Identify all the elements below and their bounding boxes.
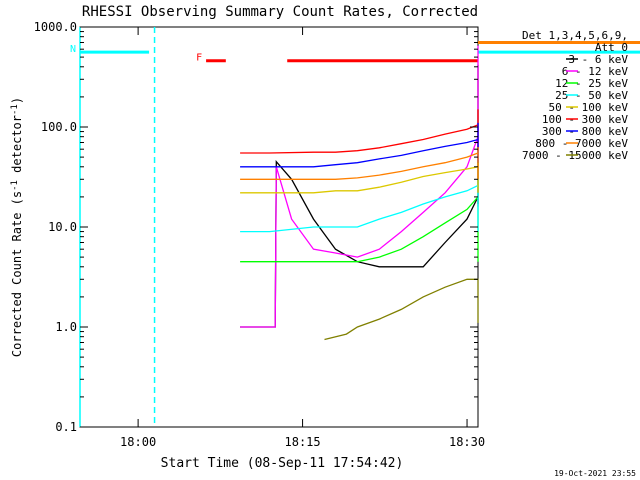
y-tick-label: 0.1 <box>55 420 77 434</box>
y-axis-label-end: ) <box>10 97 24 104</box>
y-tick-label: 10.0 <box>48 220 77 234</box>
y-tick-label: 1.0 <box>55 320 77 334</box>
x-tick-label: 18:15 <box>285 435 321 449</box>
x-axis-ticks: 18:00 18:15 18:30 <box>120 27 485 449</box>
x-tick-label: 18:00 <box>120 435 156 449</box>
y-axis-ticks: 0.1 1.0 10.0 100.0 1000.0 <box>34 20 478 434</box>
series-line-1 <box>240 45 479 328</box>
legend-header-line1: Det 1,3,4,5,6,9, <box>522 29 628 42</box>
y-tick-label: 100.0 <box>41 120 77 134</box>
y-axis-label-mid: detector <box>10 115 24 180</box>
series-line-8 <box>324 278 479 341</box>
legend-label: 50 - 100 keV <box>549 101 629 114</box>
instrument-state-bars: FSN <box>70 40 640 64</box>
y-axis-label-main: Corrected Count Rate (s <box>10 191 24 357</box>
legend-header-line2: Att 0 <box>595 41 628 54</box>
legend-label: 100 - 300 keV <box>542 113 628 126</box>
y-axis-label-exp1: -1 <box>10 180 20 191</box>
legend-label: 12 - 25 keV <box>555 77 628 90</box>
footer-timestamp: 19-Oct-2021 23:55 <box>554 469 636 478</box>
y-tick-label: 1000.0 <box>34 20 77 34</box>
legend-label: 800 - 7000 keV <box>535 137 628 150</box>
chart-title: RHESSI Observing Summary Count Rates, Co… <box>82 4 478 20</box>
plot-frame <box>79 26 479 428</box>
y-axis-label-exp2: -1 <box>10 104 20 115</box>
legend-label: 25 - 50 keV <box>555 89 628 102</box>
night-bar-label: N <box>70 44 76 55</box>
legend-label: 3 - 6 keV <box>568 53 628 66</box>
legend-label: 6 - 12 keV <box>562 65 629 78</box>
legend-label: 300 - 800 keV <box>542 125 628 138</box>
x-axis-label: Start Time (08-Sep-11 17:54:42) <box>161 456 404 471</box>
x-tick-label: 18:30 <box>449 435 485 449</box>
series-layer <box>240 45 479 341</box>
y-axis-label: Corrected Count Rate (s-1 detector-1) <box>10 97 24 357</box>
flag-bar-label: F <box>196 53 202 64</box>
